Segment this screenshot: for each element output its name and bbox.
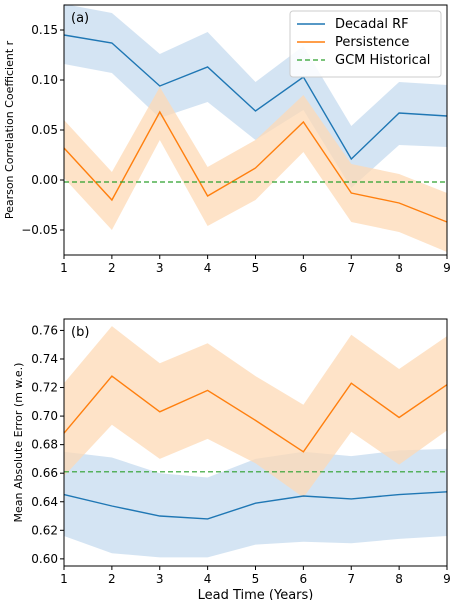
y-tick-label: 0.76 [31,323,58,337]
band-decadal-rf [64,4,447,188]
band-persistence [64,87,447,252]
x-tick-label: 1 [60,261,68,275]
x-tick-label: 3 [156,261,164,275]
x-tick-label: 4 [204,261,212,275]
x-tick-label: 9 [443,261,451,275]
y-axis-label: Mean Absolute Error (m w.e.) [12,363,25,523]
y-tick-label: 0.15 [31,23,58,37]
y-tick-label: 0.70 [31,409,58,423]
series-line-decadal-rf [63,491,448,520]
x-tick-label: 2 [108,572,116,586]
x-tick-label: 6 [300,261,308,275]
x-tick-label: 4 [204,572,212,586]
series-line-decadal-rf [63,34,448,161]
x-tick-label: 3 [156,572,164,586]
series-line-persistence [63,375,448,453]
y-tick-label: 0.74 [31,352,58,366]
y-tick-label: 0.00 [31,173,58,187]
chart-panel-a: 1 2 3 4 5 6 7 8 9 −0.05 0.00 0.05 0.10 0.15 Pearson Co… [3,4,451,275]
y-tick-label: 0.68 [31,438,58,452]
legend-label: Decadal RF [335,17,409,32]
y-tick-label: 0.05 [31,123,58,137]
x-axis-label: Lead Time (Years) [198,588,314,600]
panel-label: (a) [71,11,89,26]
x-tick-label: 9 [443,572,451,586]
band-persistence [64,326,447,498]
x-tick-label: 8 [395,261,403,275]
legend-label: GCM Historical [335,53,430,68]
x-tick-label: 5 [252,261,260,275]
legend: Decadal RF Persistence GCM Historical [289,10,442,78]
y-tick-label: 0.10 [31,73,58,87]
x-tick-label: 7 [347,261,355,275]
series-line-persistence [63,110,448,223]
x-tick-label: 5 [252,572,260,586]
legend-label: Persistence [335,35,409,50]
y-tick-label: −0.05 [21,223,58,237]
x-tick-label: 7 [347,572,355,586]
y-axis-label: Pearson Correlation Coefficient r [3,40,16,219]
y-tick-label: 0.66 [31,466,58,480]
y-tick-label: 0.64 [31,495,58,509]
y-tick-label: 0.62 [31,523,58,537]
x-tick-label: 2 [108,261,116,275]
y-tick-label: 0.60 [31,552,58,566]
x-tick-label: 6 [300,572,308,586]
panel-label: (b) [71,325,89,340]
x-tick-label: 8 [395,572,403,586]
x-tick-label: 1 [60,572,68,586]
y-tick-label: 0.72 [31,381,58,395]
legend-box [289,10,442,78]
chart-panel-b: 1 2 3 4 5 6 7 8 9 0.60 0.62 0.64 0.66 0.68 0.70 0.72 0.7… [12,318,451,603]
